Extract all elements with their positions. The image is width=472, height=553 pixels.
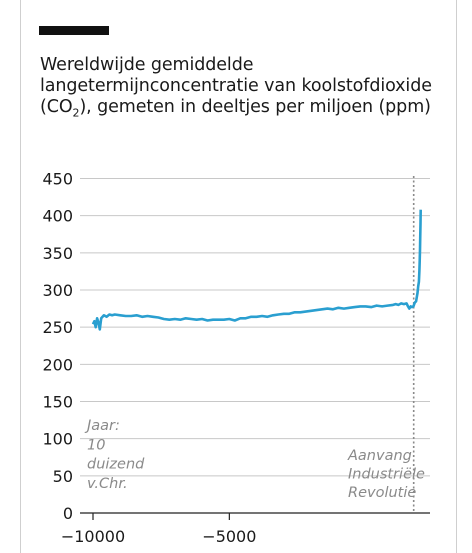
y-tick-label: 50: [53, 467, 73, 486]
gridlines: [80, 178, 430, 514]
x-tick-label: −5000: [202, 527, 256, 546]
y-tick-label: 150: [42, 393, 73, 412]
annotation-line: duizend: [87, 457, 145, 473]
chart-title: Wereldwijde gemiddelde langetermijnconce…: [40, 55, 450, 120]
y-tick-label: 400: [42, 207, 73, 226]
x-axis-ticks: −10000 −5000: [61, 513, 256, 546]
annotation-start-year: Jaar: 10 duizend v.Chr.: [84, 418, 145, 492]
header-accent-bar: [39, 26, 109, 35]
annotation-line: Aanvang: [347, 448, 412, 464]
x-tick-label: −10000: [61, 527, 125, 546]
annotation-line: Jaar:: [84, 418, 120, 434]
annotation-line: Industriële: [348, 467, 425, 483]
y-tick-label: 200: [42, 355, 73, 374]
annotation-line: 10: [87, 437, 105, 453]
chart-card-frame: [20, 0, 457, 553]
co2-series-line: [91, 209, 422, 331]
chart-title-subscript: 2: [72, 106, 80, 120]
y-axis-ticks: 0 50 100 150 200 250 300 350 400 450: [42, 170, 73, 523]
annotation-industrial-revolution: Aanvang Industriële Revolutie: [347, 448, 425, 501]
y-tick-label: 0: [63, 504, 73, 523]
annotation-line: v.Chr.: [87, 476, 128, 492]
y-tick-label: 350: [42, 244, 73, 263]
annotation-line: Revolutie: [348, 485, 416, 501]
chart-title-part-2: ), gemeten in deeltjes per miljoen (ppm): [79, 97, 431, 117]
y-tick-label: 250: [42, 318, 73, 337]
chart-title-part-1: Wereldwijde gemiddelde langetermijnconce…: [40, 55, 432, 117]
y-tick-label: 100: [42, 430, 73, 449]
y-tick-label: 300: [42, 281, 73, 300]
y-tick-label: 450: [42, 170, 73, 189]
